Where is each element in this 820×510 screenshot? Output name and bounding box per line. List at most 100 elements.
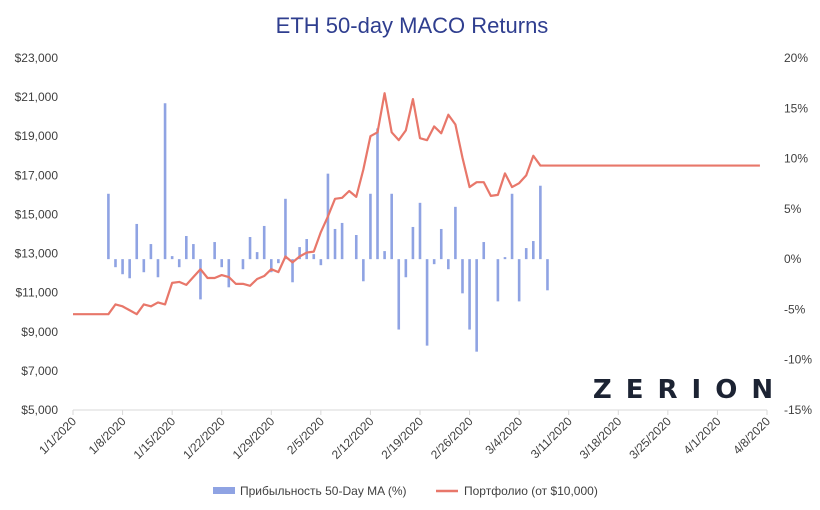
x-tick-label: 1/22/2020	[180, 414, 228, 462]
x-axis: 1/1/2020 1/8/2020 1/15/2020 1/22/2020 1/29/2…	[36, 410, 773, 462]
bar	[524, 248, 528, 260]
bar	[517, 259, 521, 302]
bar	[177, 259, 181, 268]
right-tick-label: 20%	[784, 51, 808, 65]
bar	[121, 259, 124, 275]
bar	[241, 259, 245, 270]
x-tick-label: 3/18/2020	[577, 414, 625, 462]
zerion-logo: ZERION	[593, 375, 787, 405]
bar	[510, 193, 514, 260]
bar	[411, 226, 415, 260]
x-tick-label: 2/5/2020	[284, 414, 327, 457]
bar	[397, 259, 401, 330]
legend: Прибыльность 50-Day MA (%) Портфолио (от…	[213, 484, 598, 498]
bar-series	[107, 103, 549, 352]
bar	[135, 223, 139, 260]
bar	[269, 259, 273, 273]
x-tick-label: 4/8/2020	[730, 414, 773, 457]
bar	[496, 259, 500, 302]
right-tick-label: -10%	[784, 353, 812, 367]
bar	[362, 259, 365, 282]
bar	[248, 237, 252, 260]
bar	[128, 259, 131, 279]
bar	[333, 228, 337, 260]
right-axis: -15% -10% -5% 0% 5% 10% 15% 20%	[784, 51, 812, 417]
bar	[284, 198, 287, 260]
bar	[199, 259, 202, 300]
bar	[298, 247, 301, 260]
bar	[185, 236, 188, 260]
bar	[305, 239, 308, 260]
bar	[319, 259, 323, 266]
bar	[354, 235, 358, 260]
chart-title: ETH 50-day MACO Returns	[276, 13, 549, 38]
bar	[170, 256, 174, 260]
x-tick-label: 2/12/2020	[329, 414, 377, 462]
x-tick-label: 1/15/2020	[131, 414, 179, 462]
legend-bar-label: Прибыльность 50-Day MA (%)	[240, 484, 407, 498]
bar	[114, 259, 117, 268]
left-axis: $5,000 $7,000 $9,000 $11,000 $13,000 $15,000 $…	[15, 51, 59, 417]
left-tick-label: $21,000	[15, 90, 59, 104]
portfolio-line	[73, 92, 760, 316]
left-tick-label: $23,000	[15, 51, 59, 65]
legend-line-label: Портфолио (от $10,000)	[464, 484, 598, 498]
bar	[369, 193, 372, 260]
bar	[340, 222, 344, 260]
bar	[227, 259, 231, 288]
bar	[461, 259, 464, 294]
bar	[262, 225, 266, 260]
bar	[532, 241, 535, 260]
bar	[312, 254, 316, 260]
x-tick-label: 1/8/2020	[86, 414, 129, 457]
bar	[454, 206, 457, 260]
right-tick-label: 0%	[784, 252, 802, 266]
bar	[142, 259, 146, 273]
bar	[390, 193, 393, 260]
line-series	[73, 92, 760, 316]
bar	[482, 242, 486, 260]
bar	[432, 259, 436, 265]
bar	[475, 259, 478, 352]
left-tick-label: $15,000	[15, 207, 59, 221]
x-tick-label: 3/11/2020	[528, 414, 575, 461]
x-tick-label: 1/29/2020	[230, 414, 278, 462]
bar	[383, 251, 386, 260]
bar	[220, 259, 224, 268]
right-tick-label: 5%	[784, 202, 802, 216]
bar	[376, 128, 379, 260]
bar	[149, 244, 153, 260]
bar	[277, 259, 280, 264]
bar	[468, 259, 471, 330]
x-tick-label: 3/25/2020	[626, 414, 674, 462]
bar	[192, 244, 195, 260]
bar	[503, 257, 507, 260]
bar	[439, 228, 443, 260]
bar	[107, 193, 110, 260]
left-tick-label: $19,000	[15, 129, 59, 143]
left-tick-label: $7,000	[21, 364, 58, 378]
x-tick-label: 2/19/2020	[378, 414, 426, 462]
bar	[539, 185, 542, 260]
bar	[546, 259, 549, 291]
bar	[156, 259, 160, 278]
left-tick-label: $5,000	[21, 403, 58, 417]
bar	[213, 242, 216, 260]
bar	[418, 202, 422, 260]
legend-bar-swatch	[213, 487, 235, 494]
bar	[255, 252, 259, 260]
left-tick-label: $17,000	[15, 168, 59, 182]
right-tick-label: 15%	[784, 101, 808, 115]
x-tick-label: 2/26/2020	[428, 414, 476, 462]
right-tick-label: -5%	[784, 302, 806, 316]
left-tick-label: $9,000	[21, 325, 58, 339]
x-tick-label: 4/1/2020	[681, 414, 724, 457]
bar	[291, 259, 294, 283]
left-tick-label: $11,000	[16, 286, 59, 300]
x-tick-label: 3/4/2020	[482, 414, 525, 457]
bar	[425, 259, 429, 346]
bar	[163, 103, 167, 260]
left-tick-label: $13,000	[15, 247, 59, 261]
